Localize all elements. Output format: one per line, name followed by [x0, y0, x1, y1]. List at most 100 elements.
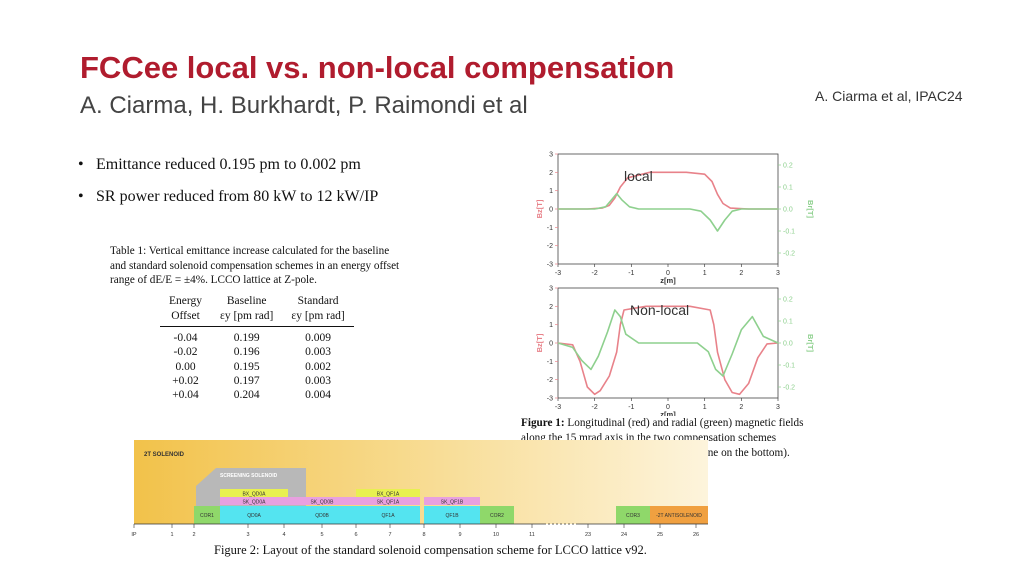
layout-tick-label: 1 — [170, 532, 173, 538]
y-left-tick-label: -1 — [547, 225, 553, 232]
br-series-line — [557, 309, 779, 377]
y-left-tick-label: 0 — [549, 207, 553, 214]
layout-diagram: 2T SOLENOID SCREENING SOLENOID BX_QD0A S… — [131, 440, 708, 538]
table-row: +0.02 0.197 0.003 — [160, 374, 354, 388]
x-tick-label: -1 — [628, 404, 634, 411]
qf1a — [356, 506, 420, 524]
bullet-text: SR power reduced from 80 kW to 12 kW/IP — [96, 188, 379, 205]
sk-qd0b — [288, 497, 356, 505]
x-tick-label: 2 — [739, 270, 743, 277]
table-header-cell: Offset — [160, 309, 212, 327]
bz-series-line — [557, 305, 779, 396]
qd0a-label: QD0A — [247, 513, 261, 519]
x-tick-label: 3 — [776, 270, 780, 277]
table-cell: 0.002 — [305, 360, 332, 373]
field-plots-figure: -3 -2 -1 0 1 2 3 z[m] 3 2 1 0 -1 -2 -3 Bz[T] 0.2 0.1 0.0 -0… — [535, 152, 815, 417]
layout-axis-ticks: IP 1 2 3 4 5 6 7 8 9 10 11 23 24 25 26 — [131, 524, 699, 538]
x-tick-label: -3 — [555, 404, 561, 411]
table-row: -0.02 0.196 0.003 — [160, 345, 354, 359]
x-tick-label: -3 — [555, 270, 561, 277]
sk-qd0b-label: SK_QD0B — [310, 500, 334, 506]
screening-label: SCREENING SOLENOID — [220, 473, 278, 479]
y-left-tick-label: 0 — [549, 341, 553, 348]
y-left-tick-label: 3 — [549, 286, 553, 293]
y-left-tick-label: 1 — [549, 188, 553, 195]
layout-tick-label: 23 — [585, 532, 591, 538]
bullet-text: Emittance reduced 0.195 pm to 0.002 pm — [96, 156, 361, 173]
sk-qd0a — [220, 497, 288, 505]
emittance-table: Energy Baseline Standard Offset εy [pm r… — [160, 294, 354, 402]
bullet-item: • SR power reduced from 80 kW to 12 kW/IP — [78, 188, 378, 220]
y-left-tick-label: -1 — [547, 359, 553, 366]
bz-series-line — [558, 171, 778, 210]
figure1-caption-label: Figure 1: — [521, 417, 565, 429]
table-cell: -0.04 — [173, 332, 198, 344]
y-right-tick-label: 0.1 — [783, 185, 793, 192]
cor3-label: COR3 — [626, 513, 640, 519]
br-series-line — [558, 192, 778, 232]
bx-qf1a — [356, 489, 420, 497]
field-plot-nonlocal: -3 -2 -1 0 1 2 3 z[m] 3 2 1 0 -1 -2 -3 Bz[T] 0.2 0.1 0.0 -0… — [535, 286, 815, 417]
x-axis-label: z[m] — [660, 410, 676, 416]
table-header-cell: Baseline — [226, 295, 267, 307]
sk-qf1b — [424, 497, 480, 505]
figure2-caption: Figure 2: Layout of the standard solenoi… — [214, 543, 647, 557]
table-cell: -0.02 — [173, 346, 198, 359]
qd0b-label: QD0B — [315, 513, 329, 519]
table-cell: 0.009 — [305, 332, 332, 344]
layout-tick-label: 6 — [354, 532, 357, 538]
x-tick-label: -2 — [592, 270, 598, 277]
x-tick-label: 2 — [739, 404, 743, 411]
x-tick-label: 0 — [666, 270, 670, 277]
table-header-cell: εy [pm rad] — [282, 309, 354, 327]
table-header-cell: εy [pm rad] — [211, 309, 283, 327]
y-left-tick-label: 3 — [549, 152, 553, 159]
x-tick-label: 1 — [703, 404, 707, 411]
bullet-list: • Emittance reduced 0.195 pm to 0.002 pm … — [78, 156, 378, 220]
x-tick-label: 1 — [703, 270, 707, 277]
table-cell: 0.197 — [233, 374, 260, 387]
table-row: -0.04 0.199 0.009 — [160, 327, 354, 346]
x-axis-label: z[m] — [660, 276, 676, 285]
qd0b — [288, 506, 356, 524]
bx-qd0a — [220, 489, 288, 497]
layout-tick-label: 26 — [693, 532, 699, 538]
slide-title: FCCee local vs. non-local compensation — [80, 50, 675, 85]
table-caption: Table 1: Vertical emittance increase cal… — [110, 245, 400, 287]
sk-qf1a — [356, 497, 420, 505]
y-right-tick-label: -0.2 — [783, 385, 795, 392]
field-plot-local: -3 -2 -1 0 1 2 3 z[m] 3 2 1 0 -1 -2 -3 Bz[T] 0.2 0.1 0.0 -0… — [535, 152, 815, 286]
x-tick-label: -2 — [592, 404, 598, 411]
y-left-tick-label: -3 — [547, 262, 553, 269]
x-tick-label: 3 — [776, 404, 780, 411]
table-cell: 0.196 — [233, 346, 260, 359]
plot-annotation: local — [624, 168, 653, 184]
table-cell: 0.199 — [233, 332, 260, 344]
layout-tick-label: 7 — [388, 532, 391, 538]
qf1a-label: QF1A — [381, 513, 395, 519]
table-cell: 0.00 — [175, 360, 196, 373]
layout-tick-label: 2 — [192, 532, 195, 538]
sk-qf1b-label: SK_QF1B — [441, 500, 464, 506]
table-header-cell: Standard — [297, 295, 339, 307]
table-cell: 0.003 — [305, 346, 332, 359]
antisolenoid — [650, 506, 708, 524]
layout-tick-label: 10 — [493, 532, 499, 538]
layout-tick-label: 5 — [320, 532, 323, 538]
y-right-tick-label: 0.2 — [783, 163, 793, 170]
antisolenoid-label: -2T ANTISOLENOID — [656, 513, 702, 519]
qf1b — [424, 506, 480, 524]
bx-qd0a-label: BX_QD0A — [242, 492, 266, 498]
table-cell: 0.204 — [233, 389, 260, 402]
y-right-tick-label: -0.1 — [783, 229, 795, 236]
y-left-axis-label: Bz[T] — [535, 199, 544, 218]
table-row: 0.00 0.195 0.002 — [160, 360, 354, 374]
bx-qf1a-label: BX_QF1A — [377, 492, 400, 498]
slide-authors: A. Ciarma, H. Burkhardt, P. Raimondi et … — [80, 92, 528, 119]
table-cell: 0.004 — [305, 389, 332, 402]
table-row: +0.04 0.204 0.004 — [160, 388, 354, 402]
x-tick-label: -1 — [628, 270, 634, 277]
y-right-tick-label: 0.2 — [783, 297, 793, 304]
y-right-tick-label: 0.0 — [783, 207, 793, 214]
y-left-tick-label: -3 — [547, 396, 553, 403]
